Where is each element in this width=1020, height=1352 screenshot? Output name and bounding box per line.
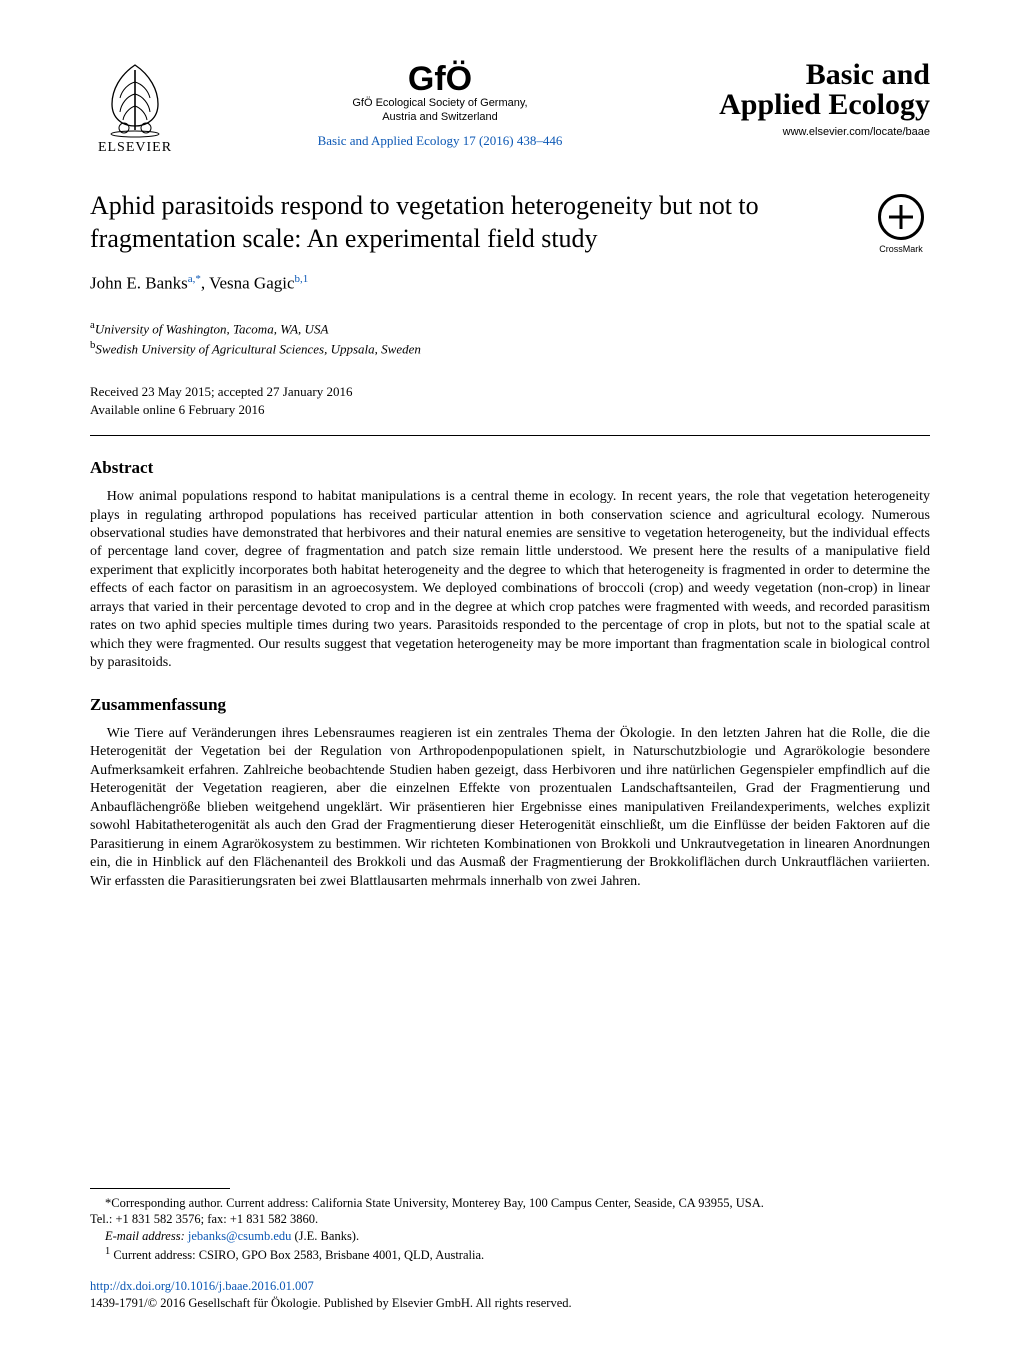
- journal-reference-link[interactable]: Basic and Applied Ecology 17 (2016) 438–…: [318, 133, 563, 148]
- affiliation-a: aUniversity of Washington, Tacoma, WA, U…: [90, 318, 930, 339]
- email-line: E-mail address: jebanks@csumb.edu (J.E. …: [90, 1228, 930, 1245]
- abstract-heading: Abstract: [90, 458, 930, 478]
- current-address-note: 1 Current address: CSIRO, GPO Box 2583, …: [90, 1245, 930, 1264]
- email-link[interactable]: jebanks@csumb.edu: [188, 1229, 292, 1243]
- journal-block: Basic and Applied Ecology www.elsevier.c…: [700, 60, 930, 138]
- affiliation-b: bSwedish University of Agricultural Scie…: [90, 338, 930, 359]
- society-block: GfÖ GfÖ Ecological Society of Germany, A…: [180, 60, 700, 149]
- author-2-affil-link[interactable]: b,1: [295, 273, 309, 285]
- society-line2: Austria and Switzerland: [180, 111, 700, 123]
- note1-sup: 1: [105, 1246, 110, 1257]
- affiliation-a-text: University of Washington, Tacoma, WA, US…: [95, 321, 329, 336]
- authors-line: John E. Banksa,*, Vesna Gagicb,1: [90, 273, 930, 294]
- doi-link[interactable]: http://dx.doi.org/10.1016/j.baae.2016.01…: [90, 1279, 314, 1293]
- note1-text: Current address: CSIRO, GPO Box 2583, Br…: [113, 1248, 484, 1262]
- journal-title-line2: Applied Ecology: [700, 90, 930, 120]
- tel-fax-line: Tel.: +1 831 582 3576; fax: +1 831 582 3…: [90, 1211, 930, 1228]
- publisher-block: ELSEVIER: [90, 60, 180, 156]
- horizontal-rule: [90, 435, 930, 436]
- author-1-affil-link[interactable]: a,*: [188, 273, 201, 285]
- journal-reference: Basic and Applied Ecology 17 (2016) 438–…: [180, 133, 700, 149]
- article-title: Aphid parasitoids respond to vegetation …: [90, 190, 852, 255]
- article-dates: Received 23 May 2015; accepted 27 Januar…: [90, 383, 930, 419]
- zusammenfassung-heading: Zusammenfassung: [90, 695, 930, 715]
- abstract-text: How animal populations respond to habita…: [90, 488, 930, 673]
- corresponding-author-note: *Corresponding author. Current address: …: [90, 1195, 930, 1212]
- crossmark-badge[interactable]: CrossMark: [872, 194, 930, 254]
- elsevier-tree-icon: [100, 60, 170, 138]
- journal-url: www.elsevier.com/locate/baae: [700, 126, 930, 138]
- author-1-name: John E. Banks: [90, 274, 188, 293]
- society-logo-text: GfÖ: [180, 64, 700, 95]
- page-header: ELSEVIER GfÖ GfÖ Ecological Society of G…: [90, 60, 930, 156]
- title-row: Aphid parasitoids respond to vegetation …: [90, 190, 930, 255]
- journal-title-line1: Basic and: [700, 60, 930, 90]
- footnote-rule: [90, 1188, 230, 1189]
- publisher-name: ELSEVIER: [98, 140, 172, 156]
- footnotes-block: *Corresponding author. Current address: …: [90, 1188, 930, 1312]
- author-2-name: , Vesna Gagic: [201, 274, 295, 293]
- email-suffix: (J.E. Banks).: [291, 1229, 359, 1243]
- received-line: Received 23 May 2015; accepted 27 Januar…: [90, 383, 930, 401]
- doi-line: http://dx.doi.org/10.1016/j.baae.2016.01…: [90, 1278, 930, 1295]
- society-line1: GfÖ Ecological Society of Germany,: [180, 97, 700, 109]
- affiliation-b-text: Swedish University of Agricultural Scien…: [95, 342, 420, 357]
- zusammenfassung-text: Wie Tiere auf Veränderungen ihres Lebens…: [90, 725, 930, 891]
- affiliations: aUniversity of Washington, Tacoma, WA, U…: [90, 318, 930, 359]
- email-label: E-mail address:: [105, 1229, 188, 1243]
- copyright-line: 1439-1791/© 2016 Gesellschaft für Ökolog…: [90, 1295, 930, 1312]
- available-line: Available online 6 February 2016: [90, 401, 930, 419]
- crossmark-icon: [878, 194, 924, 240]
- crossmark-label: CrossMark: [872, 244, 930, 254]
